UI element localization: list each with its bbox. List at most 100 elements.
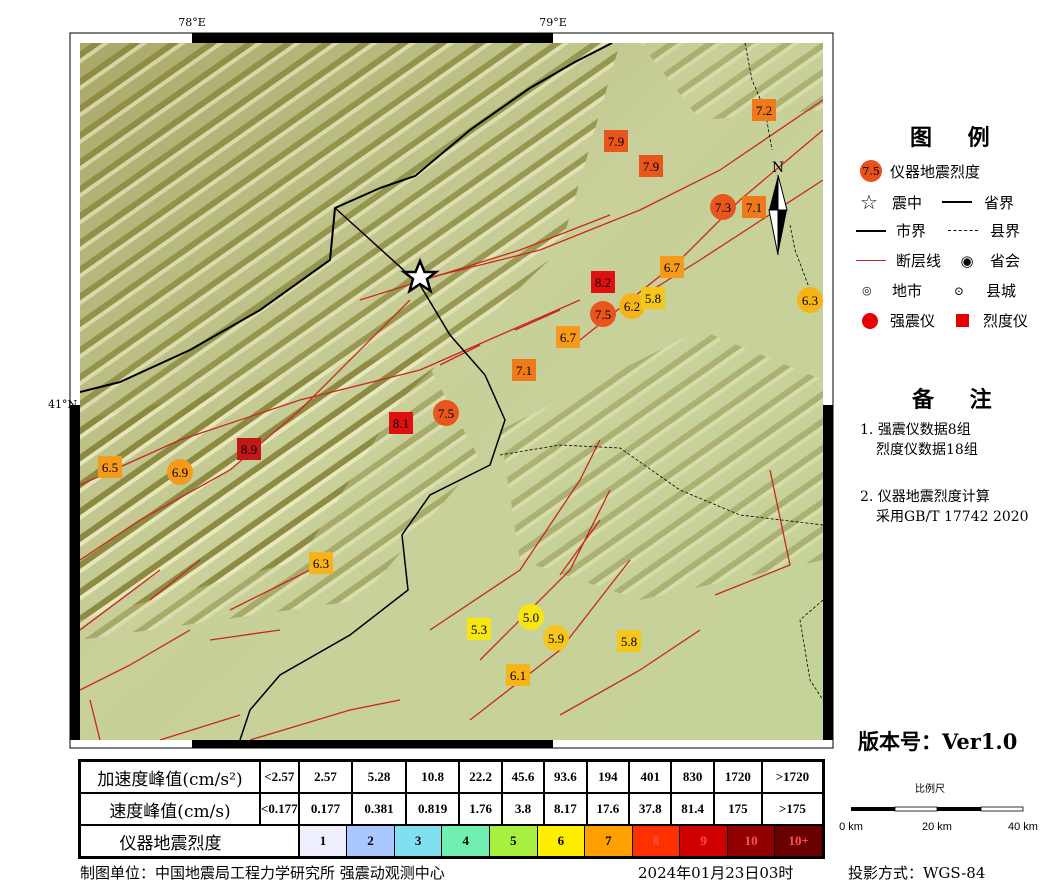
intensity-swatch: 3: [393, 826, 442, 856]
pgv-cell: 175: [712, 792, 763, 826]
legend-row: 断层线 ◉ 省会: [856, 250, 1020, 271]
pga-label: 加速度峰值(cm/s²): [78, 759, 261, 794]
legend-row: 强震仪 烈度仪: [862, 310, 1028, 331]
station-square-marker: [237, 438, 261, 460]
intensity-meter-station[interactable]: 7.1: [512, 359, 536, 381]
pga-cell: 93.6: [543, 759, 588, 794]
intensity-meter-station[interactable]: 6.7: [660, 256, 684, 278]
intensity-meter-station[interactable]: 8.1: [389, 412, 413, 434]
frame-ticks: [70, 33, 833, 748]
station-circle-marker: [167, 459, 193, 485]
intensity-meter-station[interactable]: 6.1: [506, 664, 530, 686]
intensity-swatch: 8: [631, 826, 680, 856]
station-square-marker: [752, 99, 776, 121]
projection-label: 投影方式：WGS-84: [848, 864, 986, 882]
fault-line: [89, 699, 241, 740]
province-line-icon: [942, 201, 972, 203]
intensity-swatch: 2: [346, 826, 394, 856]
pga-cell: 401: [628, 759, 673, 794]
lon-label: 78°E: [178, 16, 206, 29]
station-value: 7.3: [715, 200, 731, 215]
pga-cell: <2.57: [259, 759, 300, 794]
strong-motion-station[interactable]: 6.3: [797, 287, 823, 313]
fault-line: [149, 559, 321, 611]
version-label: 版本号：Ver1.0: [858, 729, 1018, 754]
lat-label: 41°N: [48, 398, 77, 411]
legend-intensity: 7.5 仪器地震烈度: [860, 160, 980, 182]
station-value: 5.3: [471, 622, 487, 637]
station-value: 8.9: [241, 442, 257, 457]
pgv-cell: 8.17: [543, 792, 588, 826]
station-value: 5.8: [621, 634, 637, 649]
station-value: 7.9: [608, 134, 624, 149]
fault-line: [249, 699, 401, 740]
scale-tick: 20 km: [922, 821, 952, 833]
county-town-icon: ⊙: [954, 283, 965, 298]
intensity-meter-icon: [956, 314, 969, 327]
notes-title: 备 注: [912, 387, 1006, 413]
station-circle-marker: [797, 287, 823, 313]
city-line-icon: [856, 229, 886, 232]
strong-motion-station[interactable]: 7.5: [433, 400, 459, 426]
station-square-marker: [556, 326, 580, 348]
intensity-swatch: 10: [726, 826, 775, 856]
pga-cell: 5.28: [351, 759, 407, 794]
fault-line: [80, 299, 581, 486]
fault-line: [419, 99, 823, 281]
pgv-cell: >175: [760, 792, 825, 826]
fault-line: [559, 629, 701, 716]
station-square-marker: [641, 287, 665, 309]
city-boundary: [239, 207, 506, 740]
station-value: 6.5: [102, 460, 118, 475]
terrain: 7.2 7.9 7.9 7.3 7.1 6.7 8.2 7.5 6.2 5.8 6.3 6.7 7.1 7…: [80, 43, 823, 740]
maker-label: 制图单位：中国地震局工程力学研究所 强震动观测中心: [80, 864, 445, 882]
legend-label: 烈度仪: [983, 312, 1029, 330]
station-value: 7.1: [516, 363, 532, 378]
station-square-marker: [604, 130, 628, 152]
fault-line: [80, 299, 411, 561]
pga-cell: 194: [585, 759, 631, 794]
station-value: 6.3: [313, 556, 329, 571]
intensity-meter-station[interactable]: 8.9: [237, 438, 261, 460]
legend-row: ☆ 震中 省界: [860, 190, 1014, 214]
intensity-meter-station[interactable]: 6.7: [556, 326, 580, 348]
intensity-swatch: 9: [679, 826, 727, 856]
fault-line: [80, 664, 131, 691]
pga-row: 加速度峰值(cm/s²) <2.57 2.57 5.28 10.8 22.2 45.6 93.…: [78, 759, 825, 794]
station-value: 8.1: [393, 416, 409, 431]
strong-motion-station[interactable]: 7.3: [710, 194, 736, 220]
station-circle-marker: [518, 604, 544, 630]
pgv-cell: 0.177: [297, 792, 354, 826]
strong-motion-station[interactable]: 5.9: [543, 625, 569, 651]
station-circle-marker: [710, 194, 736, 220]
intensity-meter-station[interactable]: 6.3: [309, 552, 333, 574]
strong-motion-station[interactable]: 6.9: [167, 459, 193, 485]
intensity-meter-station[interactable]: 6.5: [98, 456, 122, 478]
pgv-cell: 17.6: [585, 792, 631, 826]
intensity-meter-station[interactable]: 7.9: [639, 155, 663, 177]
intensity-meter-station[interactable]: 7.1: [742, 196, 766, 218]
intensity-meter-station[interactable]: 8.2: [591, 271, 615, 293]
strong-motion-station[interactable]: 7.5: [590, 301, 616, 327]
prefecture-icon: ◎: [862, 284, 872, 297]
intensity-meter-station[interactable]: 5.3: [467, 618, 491, 640]
intensity-meter-station[interactable]: 7.9: [604, 130, 628, 152]
legend-label: 省界: [984, 193, 1015, 212]
strong-motion-station[interactable]: 5.0: [518, 604, 544, 630]
pgv-cell: 0.381: [351, 792, 407, 826]
station-circle-marker: [619, 293, 645, 319]
intensity-swatch: 10+: [774, 826, 823, 856]
intensity-circle-icon: 7.5: [860, 160, 882, 182]
intensity-meter-station[interactable]: 7.2: [752, 99, 776, 121]
legend-title: 图 例: [910, 125, 1004, 151]
station-value: 7.2: [756, 103, 772, 118]
strong-motion-station[interactable]: 6.2: [619, 293, 645, 319]
pga-cell: 830: [670, 759, 715, 794]
station-square-marker: [467, 618, 491, 640]
pgv-cell: 81.4: [670, 792, 715, 826]
station-square-marker: [98, 456, 122, 478]
intensity-meter-station[interactable]: 5.8: [641, 287, 665, 309]
pgv-cell: 37.8: [628, 792, 673, 826]
intensity-meter-station[interactable]: 5.8: [617, 630, 641, 652]
station-value: 6.3: [802, 293, 818, 308]
